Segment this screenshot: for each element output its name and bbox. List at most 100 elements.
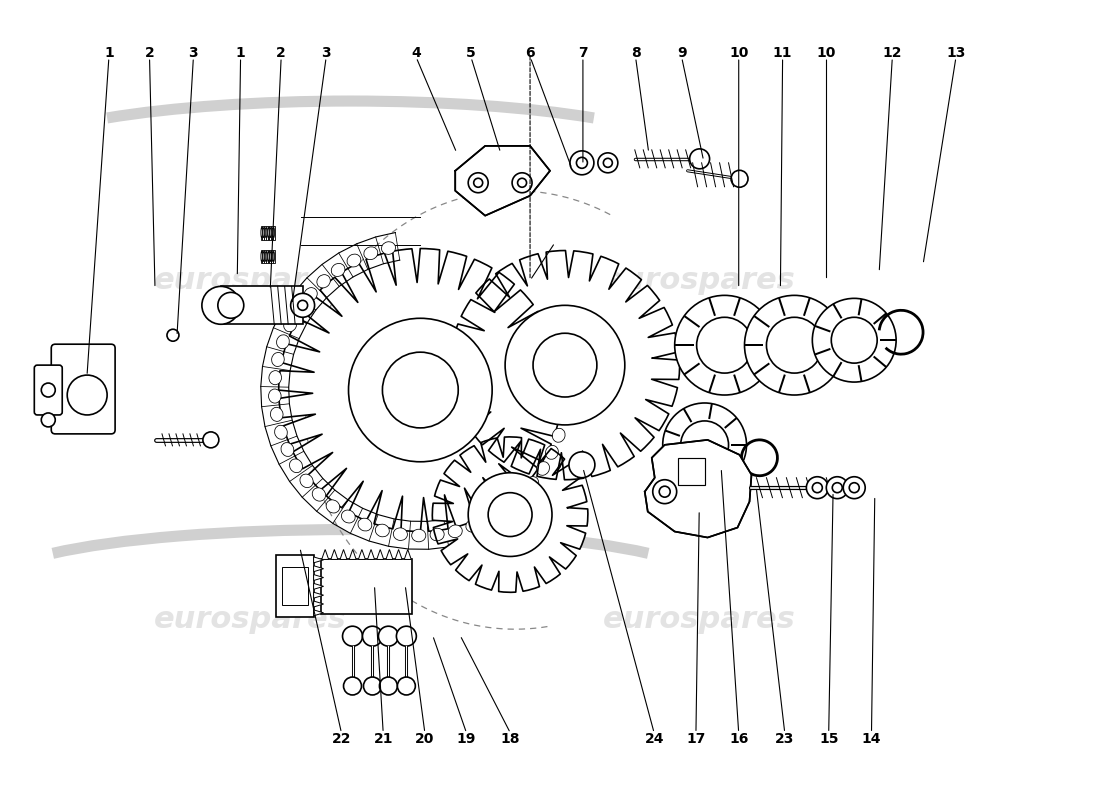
Circle shape: [396, 626, 416, 646]
Ellipse shape: [284, 318, 297, 332]
Circle shape: [42, 413, 55, 427]
Polygon shape: [331, 550, 338, 559]
Ellipse shape: [327, 500, 340, 513]
Ellipse shape: [264, 251, 266, 262]
Circle shape: [474, 178, 483, 187]
Ellipse shape: [272, 228, 273, 238]
Ellipse shape: [276, 335, 289, 349]
Text: 24: 24: [645, 732, 664, 746]
Polygon shape: [263, 226, 264, 239]
Ellipse shape: [331, 263, 345, 277]
Ellipse shape: [275, 426, 287, 439]
Text: eurospares: eurospares: [154, 605, 348, 634]
Polygon shape: [272, 226, 273, 239]
Circle shape: [812, 298, 896, 382]
Ellipse shape: [264, 228, 266, 238]
Ellipse shape: [560, 392, 572, 406]
Ellipse shape: [280, 442, 294, 457]
Ellipse shape: [358, 518, 372, 531]
Text: 9: 9: [676, 46, 686, 60]
Circle shape: [513, 173, 532, 193]
Polygon shape: [405, 550, 411, 559]
Ellipse shape: [263, 228, 264, 238]
Text: 14: 14: [861, 732, 881, 746]
Text: 2: 2: [144, 46, 154, 60]
Polygon shape: [266, 250, 267, 263]
Polygon shape: [266, 226, 267, 239]
Text: 15: 15: [818, 732, 838, 746]
Text: 21: 21: [374, 732, 393, 746]
Circle shape: [379, 677, 397, 695]
Circle shape: [349, 318, 492, 462]
Circle shape: [383, 352, 459, 428]
Text: 11: 11: [773, 46, 792, 60]
Circle shape: [652, 480, 676, 504]
Ellipse shape: [273, 228, 275, 238]
Polygon shape: [450, 250, 680, 480]
Circle shape: [690, 149, 710, 169]
Ellipse shape: [546, 446, 559, 459]
Text: 10: 10: [817, 46, 836, 60]
Ellipse shape: [341, 510, 355, 523]
Ellipse shape: [267, 251, 270, 262]
Ellipse shape: [394, 528, 407, 541]
Circle shape: [604, 158, 613, 167]
Text: 1: 1: [235, 46, 245, 60]
Text: eurospares: eurospares: [603, 605, 796, 634]
Circle shape: [674, 295, 774, 395]
Polygon shape: [432, 437, 587, 592]
Circle shape: [732, 170, 748, 187]
Ellipse shape: [270, 251, 271, 262]
Text: 17: 17: [686, 732, 705, 746]
Polygon shape: [645, 440, 751, 538]
Circle shape: [298, 300, 308, 310]
Circle shape: [488, 493, 532, 537]
Ellipse shape: [293, 302, 306, 316]
Ellipse shape: [272, 353, 284, 366]
Ellipse shape: [364, 247, 377, 259]
Polygon shape: [278, 249, 562, 531]
Ellipse shape: [289, 459, 302, 473]
Circle shape: [812, 482, 823, 493]
Circle shape: [363, 626, 383, 646]
Ellipse shape: [557, 410, 570, 425]
Polygon shape: [314, 601, 323, 607]
Text: 16: 16: [729, 732, 748, 746]
Ellipse shape: [382, 242, 396, 254]
Polygon shape: [264, 226, 266, 239]
Ellipse shape: [266, 228, 267, 238]
Polygon shape: [314, 610, 323, 616]
Circle shape: [218, 292, 244, 318]
Ellipse shape: [375, 524, 389, 537]
FancyBboxPatch shape: [34, 365, 63, 415]
Ellipse shape: [448, 525, 462, 538]
Polygon shape: [263, 250, 264, 263]
Circle shape: [397, 677, 416, 695]
Polygon shape: [678, 458, 705, 485]
Ellipse shape: [273, 251, 275, 262]
Circle shape: [826, 477, 848, 498]
Polygon shape: [261, 233, 580, 550]
Ellipse shape: [552, 428, 565, 442]
Text: 4: 4: [411, 46, 421, 60]
Polygon shape: [395, 550, 403, 559]
Ellipse shape: [526, 477, 539, 490]
Text: 10: 10: [729, 46, 748, 60]
Circle shape: [534, 334, 597, 397]
Circle shape: [598, 153, 618, 173]
Circle shape: [570, 151, 594, 174]
Text: eurospares: eurospares: [154, 266, 348, 295]
Circle shape: [167, 330, 179, 342]
Polygon shape: [376, 550, 384, 559]
Polygon shape: [314, 592, 323, 598]
Circle shape: [806, 477, 828, 498]
Polygon shape: [367, 550, 374, 559]
Circle shape: [832, 318, 877, 363]
Polygon shape: [321, 550, 329, 559]
Polygon shape: [267, 226, 270, 239]
Circle shape: [202, 286, 240, 324]
Ellipse shape: [304, 288, 317, 301]
Polygon shape: [276, 555, 314, 618]
Ellipse shape: [266, 251, 267, 262]
Circle shape: [343, 677, 362, 695]
